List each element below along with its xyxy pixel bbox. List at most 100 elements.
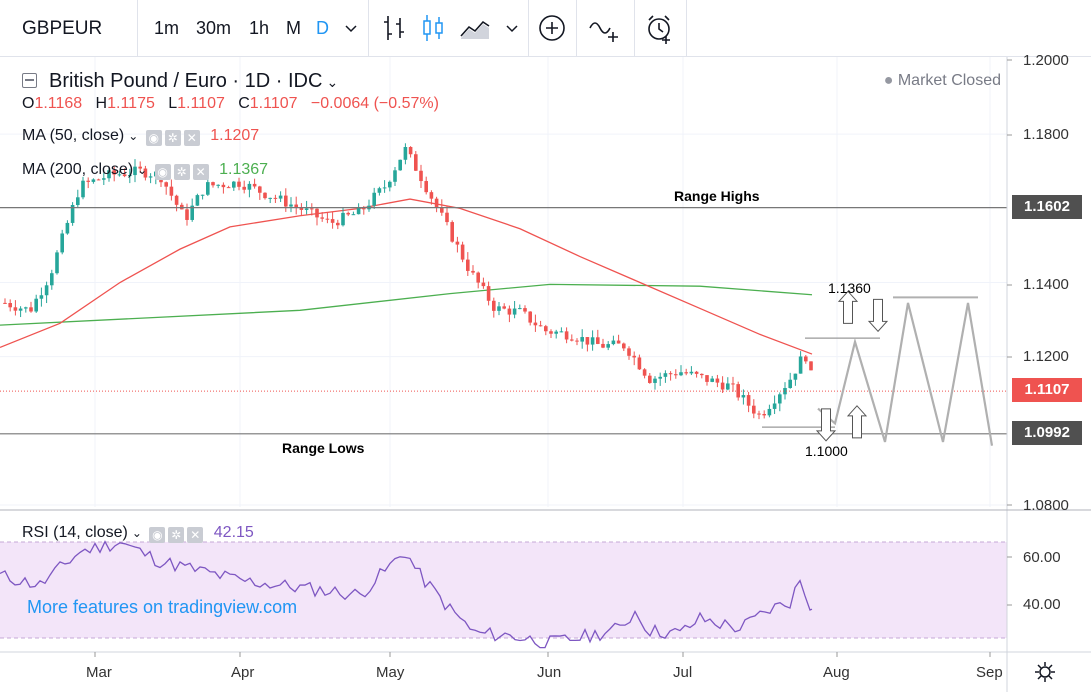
close-icon[interactable]: ✕ <box>192 164 209 180</box>
close-icon[interactable]: ✕ <box>183 130 200 146</box>
price-chart[interactable] <box>0 57 1091 507</box>
candle-body <box>325 218 330 220</box>
symbol-search-button[interactable]: GBPEUR <box>22 18 103 39</box>
candle-body <box>34 298 38 312</box>
interval-m-button[interactable]: M <box>286 18 301 38</box>
candle-body <box>117 174 122 176</box>
chevron-down-icon[interactable] <box>336 10 366 46</box>
eye-icon[interactable]: ◉ <box>149 527 166 543</box>
candle-body <box>18 308 23 311</box>
gear-icon[interactable] <box>1032 659 1058 685</box>
candle-body <box>195 195 200 206</box>
gear-icon[interactable]: ✲ <box>164 130 181 146</box>
bar-style-icon[interactable] <box>376 10 414 46</box>
candle-body <box>668 373 673 375</box>
compare-icon[interactable] <box>585 10 625 46</box>
candle-body <box>190 205 194 220</box>
interval-1h-button[interactable]: 1h <box>249 18 270 38</box>
candle-body <box>564 331 569 340</box>
tradingview-link[interactable]: More features on tradingview.com <box>27 597 298 617</box>
candle-body <box>382 187 387 189</box>
candle-body <box>122 174 127 177</box>
ma50-legend[interactable]: MA (50, close) ⌄ ◉ ✲ ✕ 1.1207 <box>22 127 259 146</box>
candle-body <box>289 204 293 207</box>
candle-body <box>206 182 210 195</box>
chevron-down-icon[interactable]: ⌄ <box>326 74 339 90</box>
candle-body <box>585 337 590 345</box>
candle-body <box>258 186 262 193</box>
ohlc-low-label: L <box>168 95 178 112</box>
y-tick-label: 1.1400 <box>1023 276 1069 293</box>
rsi-chart[interactable] <box>0 510 1091 660</box>
ohlc-close-value: 1.1107 <box>249 95 298 112</box>
candle-body <box>13 307 18 311</box>
market-status: ● Market Closed <box>884 72 1001 90</box>
eye-icon[interactable]: ◉ <box>154 164 171 180</box>
candle-body <box>627 348 631 356</box>
chevron-down-icon[interactable]: ⌄ <box>131 526 142 540</box>
candle-body <box>268 197 272 199</box>
interval-30m-button[interactable]: 30m <box>196 18 232 38</box>
gear-icon[interactable]: ✲ <box>168 527 185 543</box>
candle-body <box>434 198 439 208</box>
ma200-series <box>0 283 813 326</box>
candle-body <box>648 375 652 383</box>
candle-body <box>440 207 444 213</box>
ma200-value: 1.1367 <box>219 161 269 178</box>
candle-body <box>809 361 813 371</box>
candle-body <box>705 375 709 382</box>
candle-body <box>164 182 168 187</box>
x-tick-label: Jul <box>673 664 693 681</box>
candle-body <box>81 180 85 198</box>
candle-body <box>294 204 298 208</box>
rsi-band-fill <box>0 542 1007 638</box>
candle-body <box>606 344 610 348</box>
candle-body <box>112 170 116 175</box>
chart-title-text: British Pound / Euro · 1D · IDC <box>49 70 323 92</box>
add-indicator-icon[interactable] <box>533 10 571 46</box>
collapse-icon[interactable] <box>22 73 37 88</box>
x-tick-label: Apr <box>231 664 255 681</box>
chevron-down-icon[interactable] <box>497 10 527 46</box>
alert-icon[interactable] <box>640 10 678 46</box>
candle-body <box>663 373 668 377</box>
ohlc-legend: O1.1168 H1.1175 L1.1107 C1.1107 −0.0064 … <box>22 95 439 113</box>
toolbar-divider <box>368 0 369 56</box>
candle-body <box>731 383 735 385</box>
candle-body <box>96 179 101 181</box>
toolbar-divider <box>634 0 635 56</box>
candle-body <box>393 170 397 182</box>
rsi-series <box>0 540 813 649</box>
chevron-down-icon[interactable]: ⌄ <box>128 129 139 143</box>
y-tick-label: 1.1200 <box>1023 348 1069 365</box>
candle-body <box>793 373 798 380</box>
ma200-legend[interactable]: MA (200, close) ⌄ ◉ ✲ ✕ 1.1367 <box>22 161 268 180</box>
candle-body <box>497 306 501 311</box>
ohlc-high-label: H <box>95 95 108 112</box>
candle-style-icon[interactable] <box>414 10 452 46</box>
candle-body <box>570 339 574 341</box>
candle-body <box>752 405 756 414</box>
candle-body <box>143 168 148 178</box>
close-icon[interactable]: ✕ <box>187 527 204 543</box>
candle-body <box>284 195 288 207</box>
arrow-down-icon <box>815 408 837 442</box>
candle-body <box>559 331 564 333</box>
gear-icon[interactable]: ✲ <box>173 164 190 180</box>
candle-body <box>798 356 803 374</box>
chart-title[interactable]: British Pound / Euro · 1D · IDC ⌄ <box>22 70 338 93</box>
candle-body <box>694 371 699 374</box>
candle-body <box>538 325 543 327</box>
candle-body <box>8 303 12 308</box>
candle-body <box>86 180 90 182</box>
interval-1m-button[interactable]: 1m <box>154 18 180 38</box>
interval-d-button[interactable]: D <box>316 18 329 38</box>
rsi-legend[interactable]: RSI (14, close) ⌄ ◉ ✲ ✕ 42.15 <box>22 524 254 543</box>
chevron-down-icon[interactable]: ⌄ <box>137 163 148 177</box>
candle-body <box>523 308 527 312</box>
candle-body <box>377 188 382 193</box>
area-style-icon[interactable] <box>455 10 495 46</box>
candle-body <box>575 340 579 342</box>
candle-body <box>128 175 132 177</box>
eye-icon[interactable]: ◉ <box>145 130 162 146</box>
